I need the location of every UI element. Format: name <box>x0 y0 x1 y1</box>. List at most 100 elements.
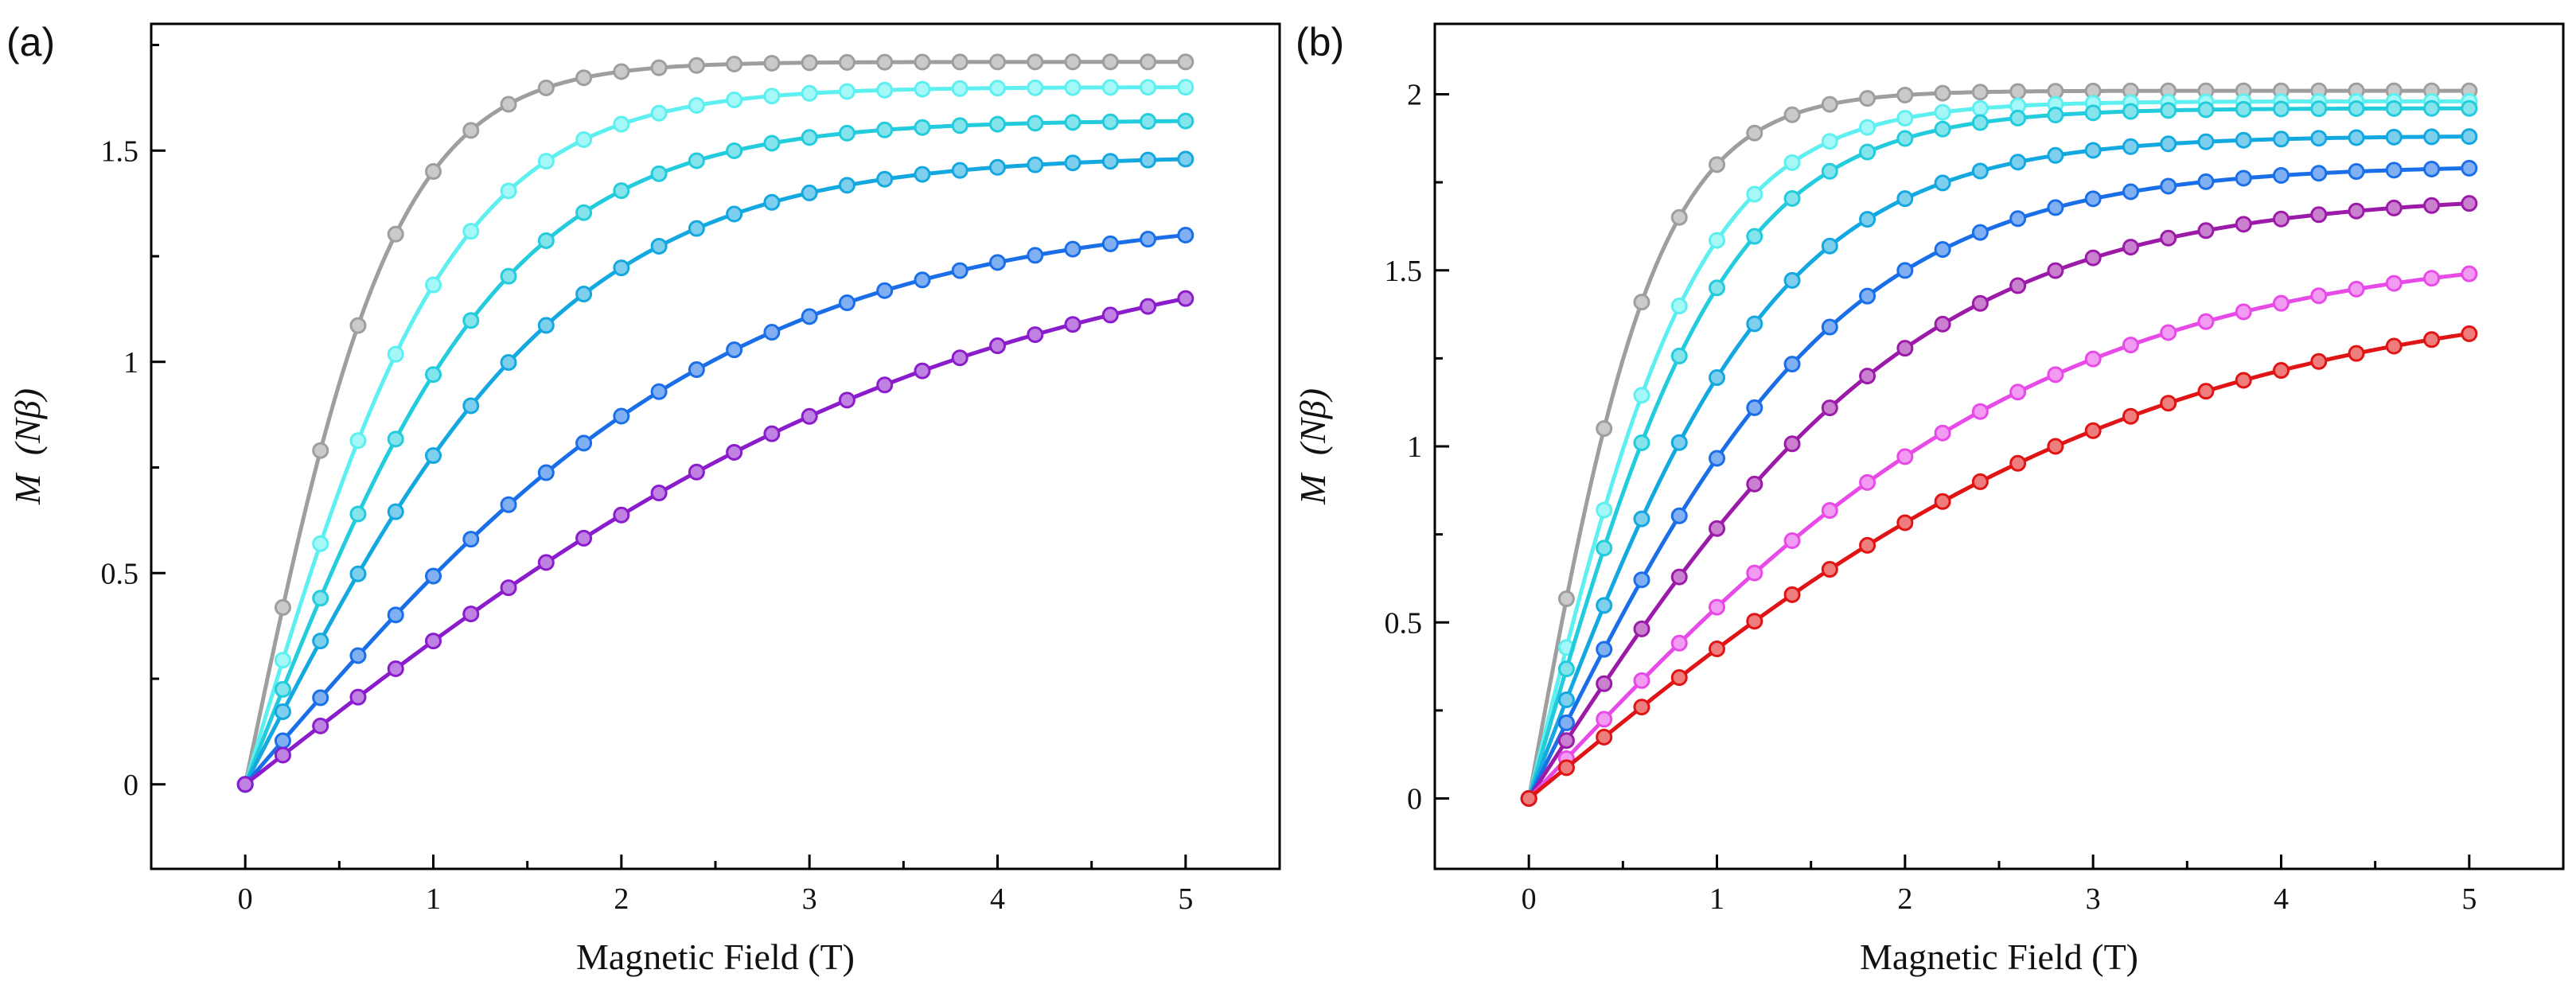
series-7-point <box>2122 337 2139 354</box>
series-5-line <box>243 233 1188 787</box>
series-2-point <box>726 92 743 109</box>
series-3-point <box>914 119 931 136</box>
series-6-point <box>1859 368 1876 385</box>
panel-a-ticks: 0 1 2 3 4 5 0 0.5 1 1.5 <box>101 44 1281 916</box>
series-3-point <box>2084 104 2102 122</box>
panel-a-x-axis-title: Magnetic Field (T) <box>576 937 855 977</box>
series-6-point <box>989 337 1006 355</box>
series-8-point <box>1896 514 1914 532</box>
series-2-point <box>1633 387 1650 404</box>
series-5-point <box>2461 159 2478 177</box>
series-5-point <box>951 262 968 279</box>
series-8-point <box>1520 790 1537 807</box>
y-tick-label: 1.5 <box>1385 255 1423 288</box>
series-3-point <box>1934 120 1951 138</box>
series-4-point <box>1746 315 1763 333</box>
series-1-point <box>274 598 291 616</box>
series-3-point <box>1177 112 1194 130</box>
series-1-point <box>1670 208 1688 226</box>
series-6-point <box>1596 675 1613 692</box>
series-6-point <box>2273 210 2290 228</box>
series-5-point <box>2084 190 2102 208</box>
series-5-point <box>1934 241 1951 259</box>
series-3-point <box>575 204 593 221</box>
series-2-point <box>1709 232 1725 249</box>
x-tick-label: 2 <box>1897 882 1912 916</box>
series-1-point <box>537 79 555 96</box>
series-1-point <box>1596 420 1613 438</box>
series-5-point <box>650 383 668 400</box>
series-2-point <box>537 153 555 170</box>
series-4-point <box>387 503 404 520</box>
x-tick-label: 4 <box>990 882 1005 916</box>
series-6-point <box>2084 249 2102 267</box>
series-8-point <box>2235 372 2252 389</box>
series-1-point <box>763 54 781 72</box>
series-7-point <box>2461 265 2478 282</box>
series-4-point <box>1064 154 1081 172</box>
series-2-point <box>349 432 367 450</box>
series-7-point <box>1633 672 1650 689</box>
series-1-point <box>1896 86 1914 103</box>
series-3-point <box>2047 107 2064 124</box>
series-7-point <box>1896 448 1914 465</box>
series-4-point <box>274 703 291 720</box>
series-5-point <box>2009 210 2027 228</box>
series-5-point <box>2235 169 2252 187</box>
series-5-point <box>1709 450 1725 467</box>
y-tick-label: 0.5 <box>1385 606 1423 640</box>
series-3-point <box>274 680 291 698</box>
series-6-point <box>312 717 329 734</box>
x-tick-label: 4 <box>2274 882 2289 916</box>
series-7-point <box>1821 502 1838 520</box>
series-2-point <box>462 223 480 240</box>
series-6-point <box>838 391 855 409</box>
series-4-point <box>1596 597 1613 614</box>
series-5-point <box>500 496 517 513</box>
series-3-point <box>1027 115 1044 132</box>
series-5-point <box>312 689 329 707</box>
series-6-point <box>801 407 818 425</box>
series-1-point <box>1709 156 1725 173</box>
series-3-point <box>1859 143 1876 161</box>
series-4-point <box>2385 128 2403 146</box>
series-1-point <box>951 53 968 71</box>
series-8-point <box>2197 383 2215 400</box>
series-3-point <box>2122 103 2139 120</box>
series-4-point <box>2009 154 2027 171</box>
series-4-point <box>2122 138 2139 155</box>
series-3-point <box>688 152 705 169</box>
series-2-line <box>1526 99 2472 800</box>
series-2-point <box>1064 79 1081 96</box>
series-7-point <box>2348 280 2365 298</box>
series-4-point <box>989 158 1006 176</box>
series-7-point <box>1746 564 1763 582</box>
series-1-point <box>1140 53 1157 71</box>
series-1-point <box>1859 90 1876 107</box>
series-6-point <box>2235 216 2252 233</box>
panel-b-x-axis-title: Magnetic Field (T) <box>1860 937 2138 977</box>
series-3-point <box>951 117 968 134</box>
series-8-point <box>1971 473 1989 490</box>
series-2-line <box>243 85 1188 787</box>
series-1-point <box>1101 53 1119 71</box>
series-4-point <box>2273 130 2290 148</box>
series-2-point <box>989 80 1006 97</box>
series-5-point <box>2348 163 2365 181</box>
series-6-point <box>575 529 593 547</box>
series-4-point <box>2423 128 2441 146</box>
series-4-point <box>951 162 968 179</box>
series-2-point <box>650 104 668 122</box>
series-8-point <box>1557 759 1575 777</box>
series-4-point <box>1859 211 1876 228</box>
series-4-point <box>688 220 705 237</box>
series-1-point <box>688 56 705 74</box>
series-4-point <box>2160 135 2177 153</box>
series-5-point <box>1783 356 1801 373</box>
series-5-point <box>1101 235 1119 252</box>
series-4-point <box>1140 151 1157 169</box>
series-1-point <box>312 442 329 459</box>
series-4-point <box>1101 153 1119 170</box>
series-5-point <box>274 732 291 750</box>
series-6-point <box>1821 399 1838 417</box>
